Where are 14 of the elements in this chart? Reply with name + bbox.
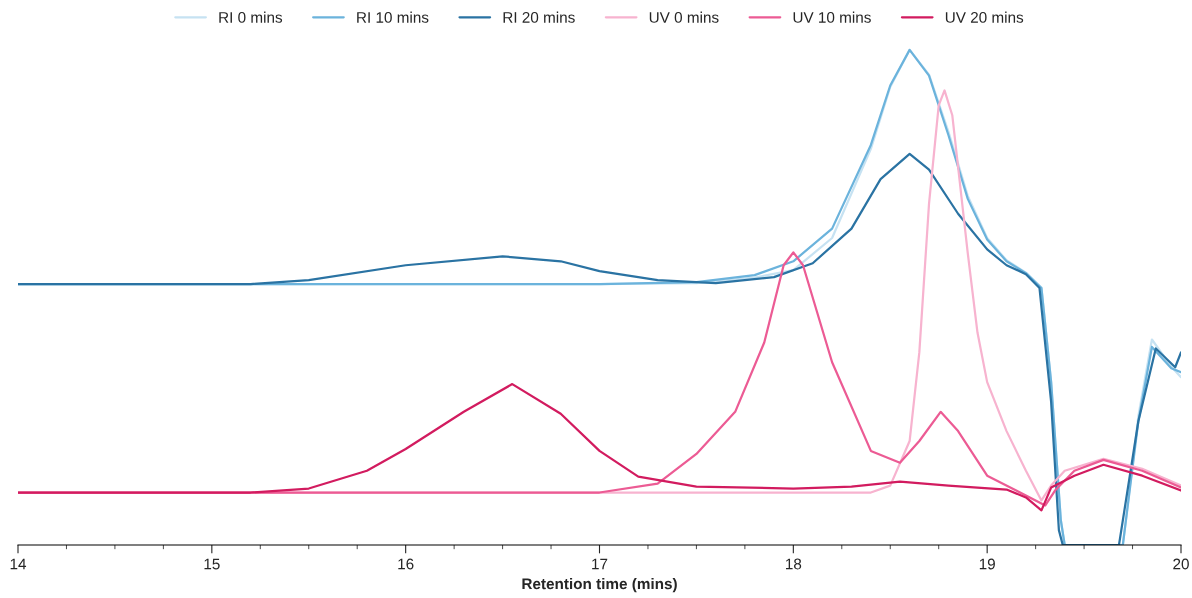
legend-label: UV 0 mins — [649, 11, 719, 23]
legend-label: RI 20 mins — [503, 11, 575, 23]
x-tick-label: 16 — [398, 558, 414, 570]
x-axis-title: Retention time (mins) — [522, 577, 677, 593]
x-tick-label: 15 — [204, 558, 220, 570]
legend-label: RI 0 mins — [219, 11, 283, 23]
x-tick-label: 17 — [592, 558, 608, 570]
x-tick-label: 18 — [786, 558, 802, 570]
x-tick-label: 19 — [979, 558, 995, 570]
legend-label: RI 10 mins — [357, 11, 429, 23]
x-tick-label: 20 — [1173, 558, 1189, 570]
x-tick-label: 14 — [10, 558, 27, 570]
legend-label: UV 10 mins — [793, 11, 871, 23]
legend-label: UV 20 mins — [945, 11, 1024, 23]
